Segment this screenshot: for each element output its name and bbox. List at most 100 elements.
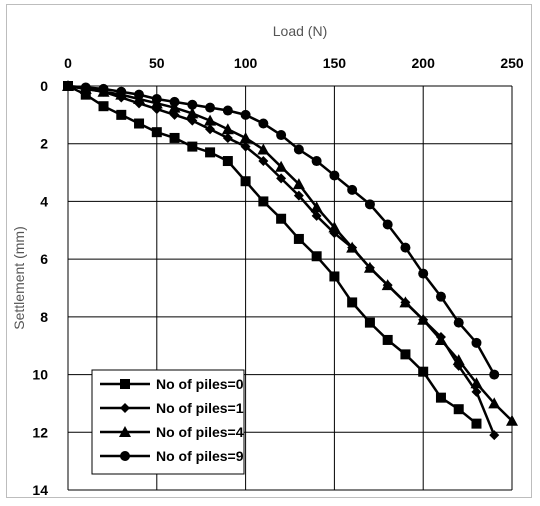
legend-label: No of piles=0 [156,376,244,392]
chart-frame [6,4,532,498]
data-point [471,418,482,429]
data-point [293,233,304,244]
data-point [134,118,145,129]
data-point [276,213,287,224]
data-point [363,261,376,273]
data-point [471,386,482,397]
x-axis-title: Load (N) [273,23,327,39]
data-point [187,141,198,152]
data-point [222,132,233,143]
series-line [67,84,496,376]
x-tick-label: 0 [64,55,72,71]
data-point [489,369,500,380]
data-point [240,109,251,120]
y-tick-label: 10 [32,367,48,383]
data-point [329,271,340,282]
x-tick-label: 50 [149,55,165,71]
data-point [453,317,464,328]
data-point [275,160,288,172]
legend-marker [120,451,130,461]
data-point [257,143,270,155]
data-point [329,170,340,181]
y-tick-label: 14 [32,482,48,498]
data-point [258,196,269,207]
data-point [221,123,234,135]
data-point [381,279,394,291]
x-tick-label: 150 [323,55,347,71]
data-point [400,349,411,360]
data-point [347,184,358,195]
data-point [506,414,518,426]
data-point [364,317,375,328]
data-point [258,156,269,167]
data-point [222,156,233,167]
data-point [168,101,181,113]
legend-label: No of piles=9 [156,448,244,464]
legend-item: No of piles=4 [100,424,244,440]
data-point [116,86,127,97]
data-point [382,219,393,230]
y-axis-title: Settlement (mm) [11,226,27,329]
data-point [116,109,127,120]
data-point [186,107,199,119]
y-tick-labels: 0 2 4 6 8 10 12 14 [32,78,48,498]
data-point [435,291,446,302]
y-tick-label: 12 [32,424,48,440]
data-point [169,96,180,107]
data-point [98,83,109,94]
x-tick-label: 100 [234,55,258,71]
data-point [80,89,91,100]
legend-item: No of piles=1 [100,400,244,416]
y-tick-label: 4 [40,193,48,209]
data-point [364,199,375,210]
data-point [151,93,162,104]
data-point [400,242,411,253]
data-point [134,89,145,100]
data-point [205,147,216,158]
data-point [240,141,251,152]
data-point [434,333,447,345]
x-tick-label: 250 [500,55,524,71]
data-point [276,130,287,141]
data-point [452,354,465,366]
x-tick-label: 200 [412,55,436,71]
data-point [489,430,500,441]
data-point [63,81,73,91]
data-point [205,124,216,135]
data-point [471,337,482,348]
legend-marker [120,403,130,413]
data-point [240,176,251,187]
data-point [205,102,216,113]
data-point [328,221,341,233]
legend: No of piles=0 No of piles=1 No of piles=4 N… [91,369,245,475]
series-circle [63,81,500,380]
data-point [470,377,483,389]
data-point [418,268,429,279]
data-point [276,173,287,184]
legend-item: No of piles=0 [100,376,244,392]
data-point [418,366,429,377]
data-point [293,144,304,155]
data-point [453,404,464,415]
y-tick-label: 2 [40,136,48,152]
series-triangle [62,80,518,426]
y-tick-label: 0 [40,78,48,94]
legend-marker [120,379,130,389]
data-point [347,297,358,308]
data-point [292,178,305,190]
data-point [239,131,252,143]
data-point [399,296,412,308]
data-point [98,101,109,112]
data-point [310,201,323,213]
data-point [222,105,233,116]
data-point [151,127,162,138]
legend-label: No of piles=1 [156,400,244,416]
y-tick-label: 8 [40,309,48,325]
data-point [311,156,322,167]
data-point [346,241,359,253]
data-point [258,118,269,129]
data-point [80,82,91,93]
data-point [488,397,501,409]
data-point [204,114,217,126]
